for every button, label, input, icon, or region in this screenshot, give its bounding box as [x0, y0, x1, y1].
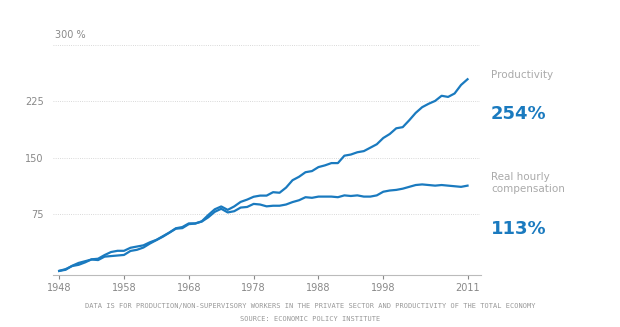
Text: Real hourly
compensation: Real hourly compensation	[491, 172, 565, 194]
Text: 300 %: 300 %	[55, 30, 86, 40]
Text: 113%: 113%	[491, 220, 547, 238]
Text: SOURCE: ECONOMIC POLICY INSTITUTE: SOURCE: ECONOMIC POLICY INSTITUTE	[240, 316, 380, 322]
Text: 254%: 254%	[491, 105, 547, 124]
Text: DATA IS FOR PRODUCTION/NON-SUPERVISORY WORKERS IN THE PRIVATE SECTOR AND PRODUCT: DATA IS FOR PRODUCTION/NON-SUPERVISORY W…	[85, 303, 535, 309]
Text: Productivity: Productivity	[491, 70, 553, 80]
